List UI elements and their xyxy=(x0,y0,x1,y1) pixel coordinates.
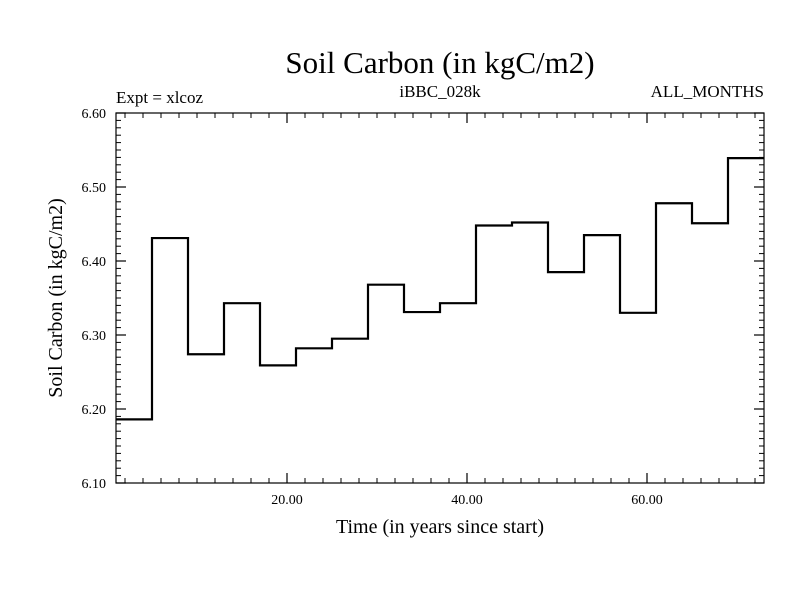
y-tick-label: 6.50 xyxy=(82,181,107,196)
plot-frame xyxy=(115,112,765,484)
soil-carbon-series-line xyxy=(116,157,764,421)
y-tick-label: 6.60 xyxy=(82,107,107,122)
tick-labels: 20.00 40.00 60.00 6.10 6.20 6.30 6.40 6.50 6.60 xyxy=(82,107,663,508)
y-axis-label: Soil Carbon (in kgC/m2) xyxy=(45,198,67,397)
major-ticks xyxy=(116,112,764,484)
chart-title: Soil Carbon (in kgC/m2) xyxy=(285,45,594,80)
run-id-label: iBBC_028k xyxy=(399,82,481,101)
x-tick-label: 20.00 xyxy=(271,493,303,508)
x-tick-label: 40.00 xyxy=(451,493,483,508)
x-tick-label: 60.00 xyxy=(631,493,663,508)
y-tick-label: 6.20 xyxy=(82,403,107,418)
series-layer xyxy=(116,157,764,421)
minor-ticks xyxy=(116,112,764,484)
x-axis-label: Time (in years since start) xyxy=(336,516,544,538)
y-tick-label: 6.10 xyxy=(82,477,107,492)
y-tick-label: 6.30 xyxy=(82,329,107,344)
y-tick-label: 6.40 xyxy=(82,255,107,270)
months-label: ALL_MONTHS xyxy=(651,82,764,101)
experiment-label: Expt = xlcoz xyxy=(116,88,203,107)
